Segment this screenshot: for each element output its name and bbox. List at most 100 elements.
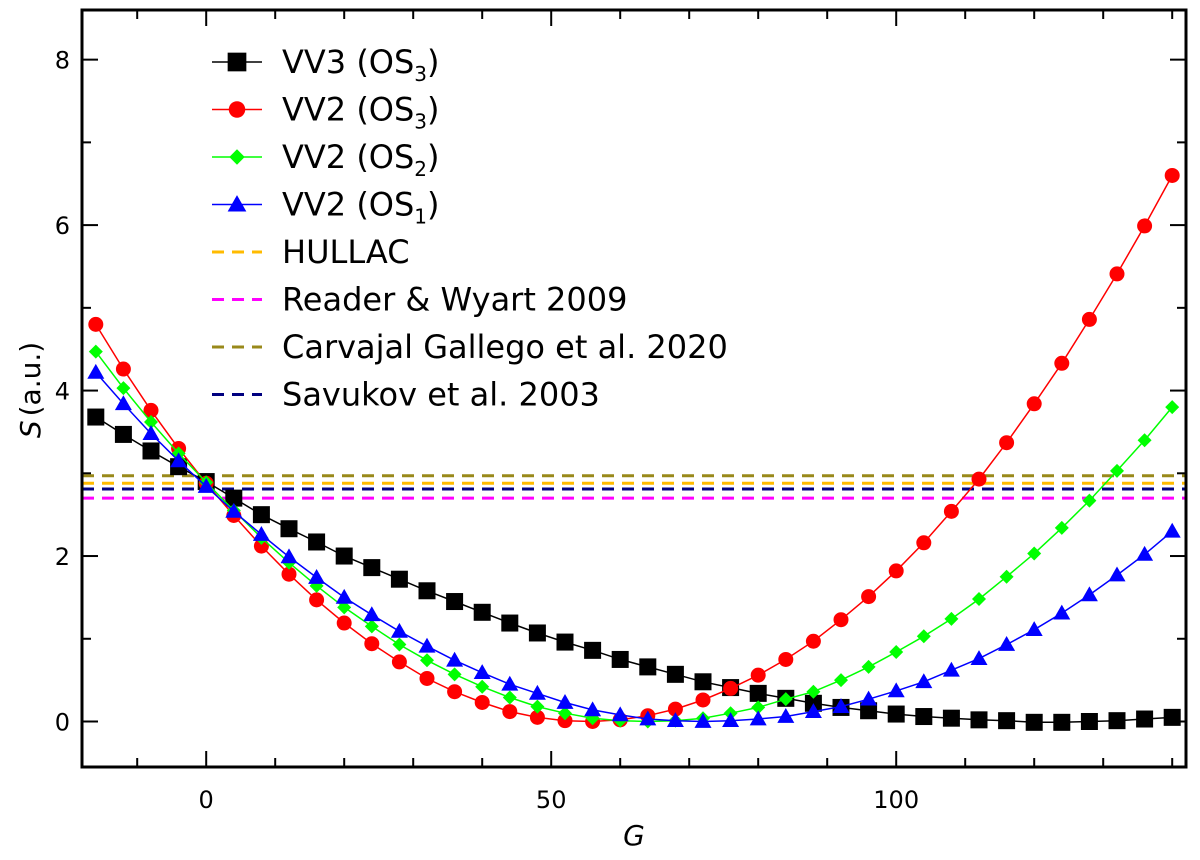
series-1-point	[252, 506, 270, 524]
series-3-point	[889, 645, 904, 660]
series-3-point	[1082, 493, 1097, 508]
series-2-point	[916, 535, 932, 551]
legend-label-sub: 3	[414, 110, 427, 134]
x-tick-label: 50	[536, 786, 567, 814]
series-2	[88, 167, 1180, 729]
series-1-point	[1080, 712, 1098, 730]
legend: VV3 (OS3)VV2 (OS3)VV2 (OS2)VV2 (OS1)HULL…	[212, 43, 728, 414]
series-3-point	[1137, 433, 1152, 448]
series-2-point	[695, 692, 711, 708]
series-3-point	[1054, 520, 1069, 535]
series-3-point	[364, 619, 379, 634]
x-axis-label: G	[623, 819, 645, 852]
legend-label: Reader & Wyart 2009	[282, 281, 627, 319]
series-3-point	[392, 637, 407, 652]
series-1-point	[639, 658, 657, 676]
y-tick-label: 8	[55, 47, 70, 75]
legend-label: Carvajal Gallego et al. 2020	[282, 328, 728, 366]
series-1-line	[95, 416, 1173, 724]
series-1-point	[280, 520, 298, 538]
series-3-point	[475, 679, 490, 694]
series-2-point	[999, 435, 1015, 451]
legend-item-hullac: HULLAC	[212, 233, 410, 271]
series-2-point	[805, 633, 821, 649]
series-2-point	[1081, 311, 1097, 327]
series-4-point	[915, 673, 933, 689]
series-1-point	[887, 705, 905, 723]
series-4	[87, 363, 1181, 728]
series-4-point	[170, 452, 188, 468]
series-4-point	[998, 636, 1016, 651]
y-axis-symbol: S	[14, 420, 47, 438]
series-4-point	[832, 698, 850, 713]
series-3-point	[778, 692, 793, 707]
series-3-point	[88, 344, 103, 359]
series-4-point	[804, 703, 822, 718]
series-2-point	[888, 563, 904, 579]
series-2-point	[667, 701, 683, 717]
series-1-point	[142, 442, 160, 460]
series-2-point	[447, 684, 463, 700]
y-tick-label: 4	[55, 378, 70, 406]
series-1-point	[418, 582, 436, 600]
series-3-point	[806, 684, 821, 699]
series-3-point	[447, 667, 462, 682]
series-4-point	[860, 690, 878, 706]
series-4-point	[887, 682, 905, 698]
series-1-point	[114, 425, 132, 443]
series-1-point	[1025, 713, 1043, 731]
series-4-point	[694, 712, 712, 728]
series-2-point	[502, 704, 518, 720]
y-tick-label: 2	[55, 543, 70, 571]
series-3-point	[144, 415, 158, 430]
series-1-point	[390, 570, 408, 588]
series-1-point	[1163, 708, 1181, 726]
series-4-point	[1136, 545, 1154, 561]
series-2-point	[750, 667, 766, 683]
series-4-point	[749, 710, 767, 726]
series-1	[87, 408, 1181, 731]
series-2-point	[557, 713, 573, 729]
series-4-point	[114, 395, 132, 411]
y-tick-label: 6	[55, 212, 70, 240]
y-axis-unit: (a.u.)	[14, 342, 47, 417]
legend-label: VV2 (OS3)	[282, 91, 440, 134]
series-2-point	[419, 670, 435, 686]
series-4-point	[528, 684, 546, 700]
series-3-point	[916, 629, 931, 644]
series-3-point	[999, 569, 1014, 584]
series-2-point	[336, 615, 352, 631]
series-2-point	[833, 612, 849, 628]
series-3-point	[972, 592, 986, 607]
legend-label-main: VV2 (OS	[282, 138, 414, 176]
series-2-point	[1164, 167, 1180, 183]
series-3-point	[834, 673, 848, 688]
series-3-point	[420, 653, 434, 668]
series-1-point	[942, 709, 960, 727]
series-4-point	[666, 712, 684, 728]
legend-marker	[229, 149, 245, 165]
series-2-point	[391, 654, 407, 670]
series-4-point	[584, 701, 602, 717]
series-1-point	[528, 624, 546, 642]
legend-label-main: VV2 (OS	[282, 91, 414, 129]
series-2-point	[474, 694, 490, 710]
series-1-point	[694, 673, 712, 691]
series-4-point	[611, 706, 629, 722]
series-2-line	[95, 175, 1173, 723]
series-1-point	[363, 559, 381, 577]
series-4-point	[197, 478, 215, 493]
series-1-point	[1136, 710, 1154, 728]
series-4-point	[722, 712, 740, 728]
series-1-point	[87, 408, 105, 426]
legend-label-close: )	[427, 138, 439, 176]
series-4-line	[95, 371, 1173, 723]
series-1-point	[611, 650, 629, 668]
series-1-point	[225, 489, 243, 507]
series-4-point	[777, 708, 795, 723]
series-4-point	[639, 710, 657, 726]
legend-label-sub: 3	[414, 62, 427, 86]
series-3-point	[530, 699, 545, 714]
legend-item-4: VV2 (OS1)	[212, 186, 440, 229]
series-4-point	[1163, 522, 1181, 538]
